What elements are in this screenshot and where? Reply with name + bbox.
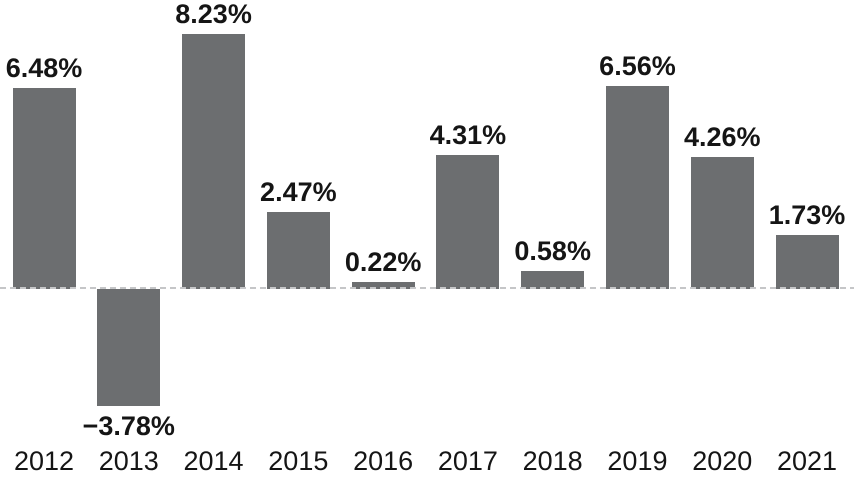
year-label: 2021 xyxy=(776,446,838,476)
value-label: 0.22% xyxy=(344,247,422,278)
year-label: 2012 xyxy=(13,446,75,476)
bar xyxy=(436,155,500,289)
bar xyxy=(12,88,76,289)
value-label: 1.73% xyxy=(768,200,846,231)
year-label: 2017 xyxy=(437,446,498,476)
value-label: 6.48% xyxy=(5,53,83,84)
value-label: 4.26% xyxy=(683,121,761,152)
bar xyxy=(97,289,161,407)
year-label: 2015 xyxy=(268,446,329,476)
value-label: 0.58% xyxy=(514,236,591,267)
bar xyxy=(775,235,839,289)
bar xyxy=(690,156,754,289)
bar xyxy=(182,33,246,289)
year-label: 2014 xyxy=(183,446,244,476)
zero-baseline xyxy=(0,287,854,289)
bar xyxy=(605,85,669,289)
value-label: 2.47% xyxy=(260,177,337,208)
year-label: 2020 xyxy=(692,446,753,476)
value-label: 4.31% xyxy=(429,120,507,151)
bar xyxy=(521,271,585,289)
value-label: −3.78% xyxy=(82,411,175,442)
value-label: 8.23% xyxy=(175,0,252,29)
year-label: 2016 xyxy=(353,446,414,476)
year-label: 2018 xyxy=(522,446,583,476)
value-label: 6.56% xyxy=(599,50,676,81)
bar xyxy=(266,212,330,289)
bar xyxy=(351,282,415,289)
year-label: 2019 xyxy=(607,446,668,476)
year-label: 2013 xyxy=(98,446,159,476)
